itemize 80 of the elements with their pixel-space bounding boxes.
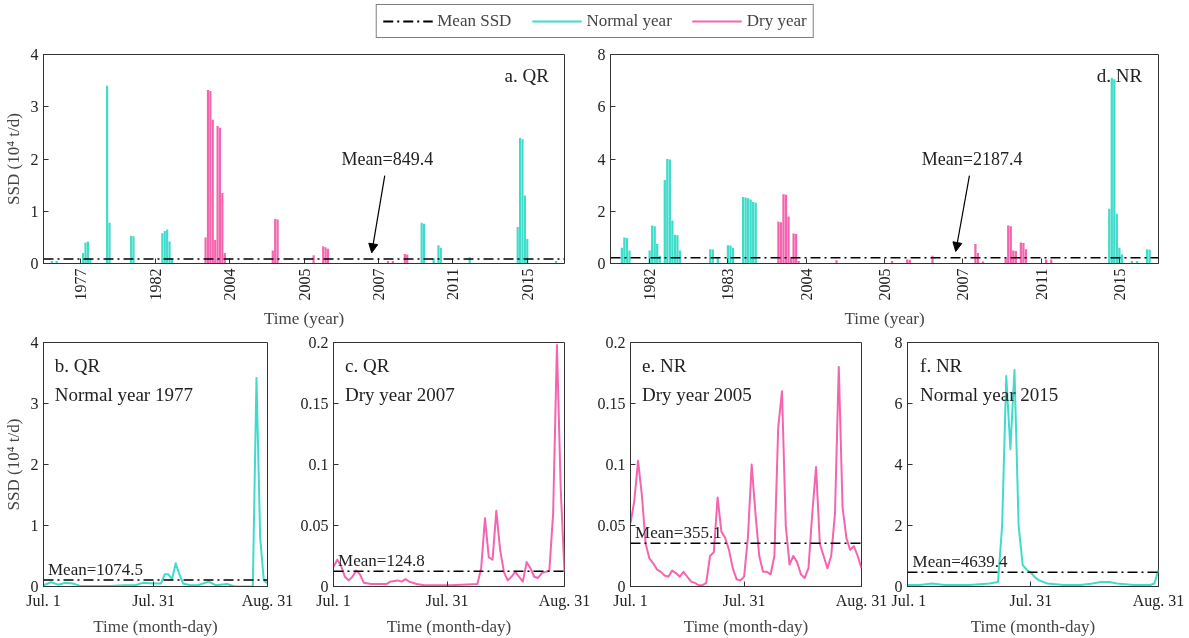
x-tick-label: 2004 [797,268,815,301]
y-tick-label: 0.2 [605,334,626,351]
text: c. QR [345,354,390,376]
legend-label: Normal year [586,11,672,31]
legend-label: Mean SSD [437,11,512,31]
x-tick-label: Aug. 31 [1132,591,1185,610]
text: d. NR [1096,64,1143,86]
text: f. NR [920,354,963,376]
x-tick-label: Jul. 31 [1009,591,1053,609]
y-tick-label: 0.1 [605,456,626,473]
y-tick-label: 0 [597,255,606,272]
annotation: Mean=2187.4 [921,149,1023,169]
y-axis-title: SSD (10⁴ t/d) [3,113,23,205]
bar [206,90,210,264]
y-tick-label: 0.05 [597,517,626,534]
x-tick-label: Jul. 31 [722,591,766,609]
x-tick-label: 2015 [518,268,536,301]
y-tick-label: 4 [30,334,39,351]
x-axis-title: Time (year) [844,308,925,328]
x-tick-label: Jul. 31 [132,591,175,609]
x-axis-title: Time (month-day) [386,616,512,636]
y-tick-label: 0 [30,255,39,272]
y-tick-label: 8 [597,46,606,63]
text: e. NR [642,354,687,376]
bar [835,260,838,264]
text: Dry year 2007 [345,383,455,405]
y-tick-label: 4 [30,46,39,63]
bar [209,91,212,264]
annotation: Mean=849.4 [341,149,434,169]
y-axis-title: SSD (10⁴ t/d) [3,418,23,511]
y-tick-label: 0.05 [300,517,329,534]
y-tick-label: 2 [894,517,903,534]
x-tick-label: 1982 [641,268,659,301]
x-tick-label: 2005 [876,268,893,301]
x-tick-label: 2005 [295,268,313,301]
bar [106,85,109,264]
line-series [333,343,565,587]
x-tick-label: 2011 [444,268,462,300]
y-tick-label: 6 [894,395,903,412]
y-tick-label: 0.15 [597,395,626,412]
x-tick-label: Aug. 31 [835,591,888,610]
x-axis-title: Time (month-day) [683,616,809,636]
y-tick-label: 2 [597,202,606,220]
x-tick-label: 1983 [719,268,737,301]
x-tick-label: 2015 [1110,268,1128,301]
y-tick-label: 0.15 [300,395,329,412]
text: Normal year 1977 [54,383,193,405]
y-tick-label: 1 [30,202,39,220]
x-axis-title: Time (year) [263,308,345,328]
y-tick-label: 6 [597,98,606,116]
x-tick-label: 2011 [1032,268,1050,300]
x-tick-label: Aug. 31 [538,591,591,610]
bar [218,127,222,264]
x-tick-label: 1977 [72,268,90,301]
x-tick-label: 2007 [369,268,387,301]
text: Dry year 2005 [642,383,752,405]
y-tick-label: 2 [30,456,39,473]
y-tick-label: 1 [30,517,39,534]
y-tick-label: 8 [894,334,903,351]
bar [216,126,219,264]
bar [974,243,977,264]
y-tick-label: 0.2 [308,334,329,351]
annotation: Mean=124.8 [338,551,425,571]
x-tick-label: Aug. 31 [241,591,294,610]
y-tick-label: 4 [894,456,903,473]
x-tick-label: 2007 [954,268,972,301]
x-tick-label: Jul. 31 [425,591,469,609]
y-tick-label: 0.1 [308,456,329,473]
x-tick-label: 2004 [221,268,239,301]
y-tick-label: 3 [30,395,39,412]
x-axis-title: Time (month-day) [93,616,218,636]
y-tick-label: 4 [597,150,606,168]
annotation: Mean=1074.5 [47,559,144,579]
text: b. QR [54,354,101,376]
y-tick-label: 2 [30,150,39,168]
y-tick-label: 3 [30,98,39,116]
x-axis-title: Time (month-day) [970,616,1096,636]
x-tick-label: 1982 [146,268,164,301]
text: a. QR [504,64,550,86]
legend-label: Dry year [746,11,807,31]
